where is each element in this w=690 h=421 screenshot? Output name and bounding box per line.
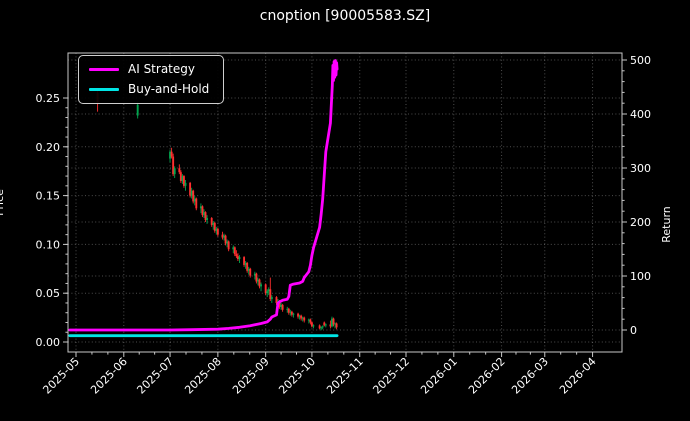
svg-text:0.00: 0.00 bbox=[36, 336, 61, 349]
legend-label: Buy-and-Hold bbox=[128, 82, 210, 97]
return-axis-label: Return bbox=[659, 206, 673, 243]
svg-text:2025-09: 2025-09 bbox=[230, 355, 272, 397]
svg-text:2025-06: 2025-06 bbox=[88, 355, 130, 397]
svg-text:2025-07: 2025-07 bbox=[134, 355, 176, 397]
legend: AI Strategy Buy-and-Hold bbox=[78, 55, 225, 105]
svg-text:100: 100 bbox=[630, 270, 651, 283]
ai-strategy-line-swatch bbox=[89, 68, 119, 72]
svg-text:400: 400 bbox=[630, 108, 651, 121]
svg-text:0: 0 bbox=[630, 324, 637, 337]
buy-and-hold-line-swatch bbox=[89, 88, 119, 92]
svg-text:2026-02: 2026-02 bbox=[466, 355, 508, 397]
svg-text:2025-11: 2025-11 bbox=[324, 355, 366, 397]
svg-text:2026-03: 2026-03 bbox=[509, 355, 551, 397]
chart-title: cnoption [90005583.SZ] bbox=[259, 8, 431, 24]
svg-text:2026-01: 2026-01 bbox=[418, 355, 460, 397]
svg-text:2025-08: 2025-08 bbox=[182, 355, 224, 397]
svg-text:2026-04: 2026-04 bbox=[557, 355, 599, 397]
legend-label: AI Strategy bbox=[128, 62, 195, 76]
svg-text:0.15: 0.15 bbox=[36, 190, 61, 203]
legend-item-buy-and-hold: Buy-and-Hold bbox=[89, 82, 210, 97]
svg-text:0.10: 0.10 bbox=[36, 238, 61, 251]
legend-item-ai-strategy: AI Strategy bbox=[89, 62, 209, 76]
svg-text:2025-05: 2025-05 bbox=[40, 355, 82, 397]
svg-text:500: 500 bbox=[630, 54, 651, 67]
price-axis-label: Price bbox=[0, 189, 6, 216]
svg-text:200: 200 bbox=[630, 216, 651, 229]
svg-text:0.25: 0.25 bbox=[36, 92, 61, 105]
svg-text:2025-10: 2025-10 bbox=[276, 355, 318, 397]
svg-text:300: 300 bbox=[630, 162, 651, 175]
svg-text:0.05: 0.05 bbox=[36, 287, 61, 300]
svg-text:0.20: 0.20 bbox=[36, 141, 61, 154]
svg-text:2025-12: 2025-12 bbox=[370, 355, 412, 397]
